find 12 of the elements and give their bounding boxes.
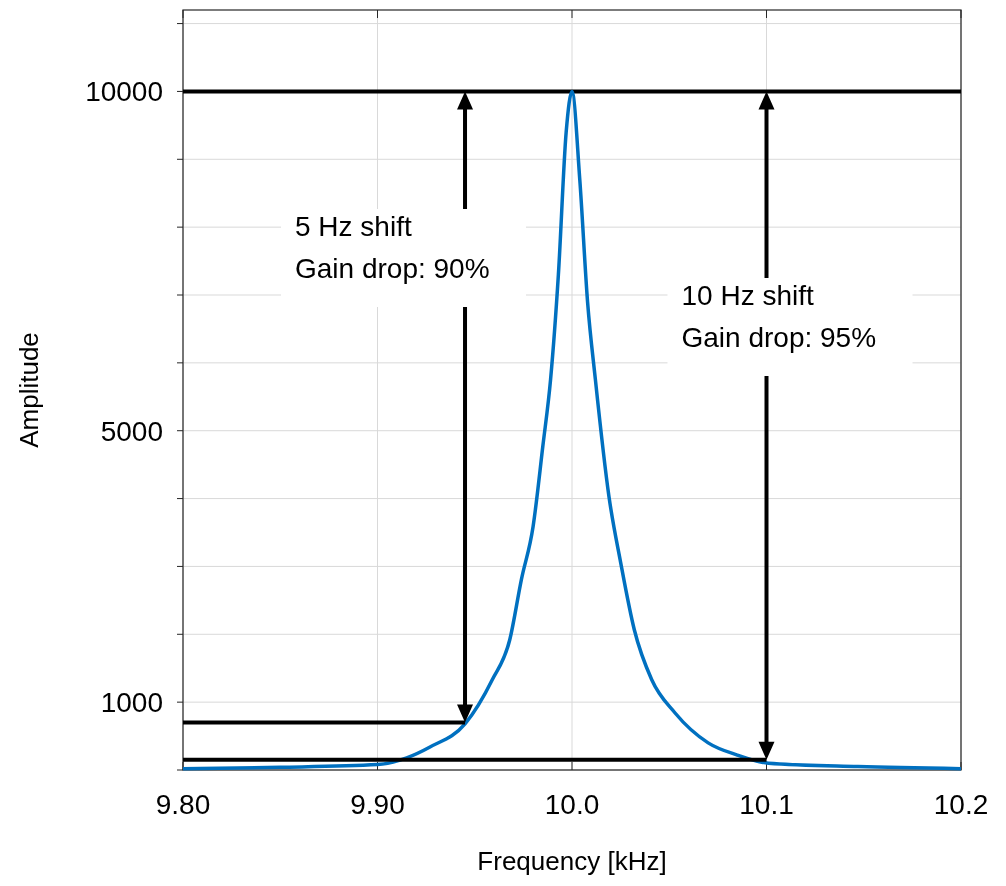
annotation: 5 Hz shift Gain drop: 90% [295, 211, 490, 284]
x-tick-label: 10.1 [739, 789, 794, 820]
x-tick-label: 9.90 [350, 789, 405, 820]
x-tick-label: 10.2 [933, 789, 989, 820]
y-tick-label: 10000 [85, 76, 163, 108]
x-tick-label: 9.80 [155, 789, 211, 820]
y-axis-title: Amplitude [14, 332, 44, 448]
x-tick-label: 10.0 [544, 789, 600, 820]
y-tick-label: 1000 [100, 686, 163, 718]
x-axis-title: Frequency [kHz] [477, 846, 667, 876]
annotation: 10 Hz shift Gain drop: 95% [681, 280, 877, 353]
y-tick-label: 5000 [100, 415, 163, 447]
